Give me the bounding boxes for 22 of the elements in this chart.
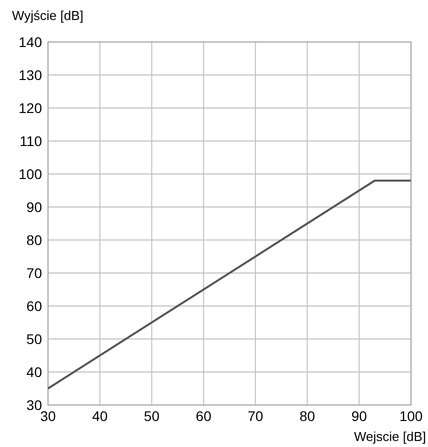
y-tick-label: 100 [18, 166, 42, 182]
x-tick-label: 80 [299, 408, 316, 424]
x-tick-label: 30 [40, 408, 56, 424]
x-tick-label: 70 [248, 408, 264, 424]
y-axis-title: Wyjście [dB] [12, 8, 84, 23]
y-tick-label: 120 [18, 100, 42, 116]
y-tick-label: 110 [20, 133, 42, 149]
x-tick-label: 100 [399, 408, 423, 424]
y-tick-label: 50 [26, 331, 42, 347]
y-tick-label: 90 [26, 199, 42, 215]
y-tick-label: 40 [26, 364, 42, 380]
y-tick-label: 80 [26, 232, 42, 248]
x-tick-label: 40 [92, 408, 108, 424]
x-axis-title: Wejscie [dB] [354, 429, 426, 444]
x-tick-label: 50 [144, 408, 160, 424]
y-tick-label: 130 [18, 67, 42, 83]
x-tick-label: 90 [351, 408, 368, 424]
y-tick-label: 70 [26, 265, 42, 281]
y-tick-label: 60 [26, 298, 42, 314]
y-tick-label: 30 [26, 397, 42, 413]
y-tick-label: 140 [18, 34, 42, 50]
x-tick-label: 60 [196, 408, 212, 424]
